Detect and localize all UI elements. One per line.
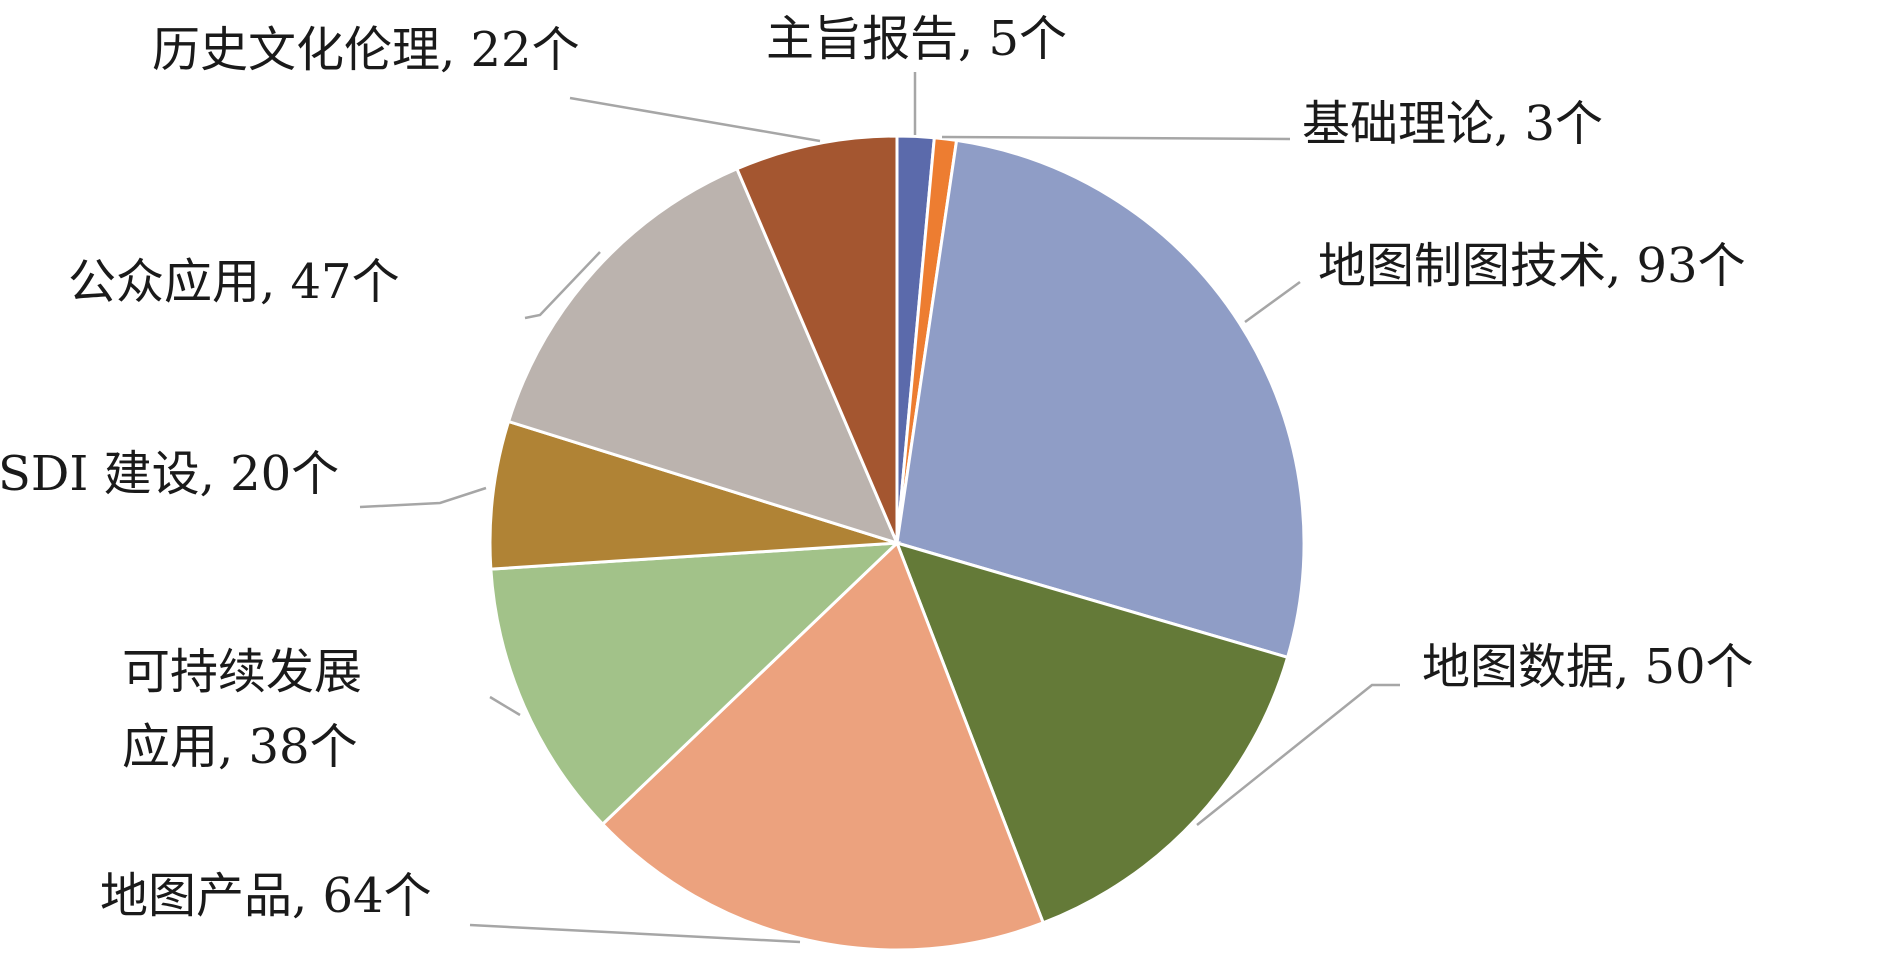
slice-label-line: 主旨报告, 5个 bbox=[766, 11, 1067, 67]
slice-label-line: 历史文化伦理, 22个 bbox=[152, 22, 580, 78]
pie-slice-7 bbox=[506, 166, 900, 546]
slice-label-1: 基础理论, 3个 bbox=[1302, 96, 1603, 152]
slice-label-0: 主旨报告, 5个 bbox=[766, 11, 1067, 67]
pie-slices bbox=[488, 134, 1306, 952]
pie-slice-4 bbox=[600, 540, 1046, 952]
slice-label-5: 可持续发展应用, 38个 bbox=[122, 644, 362, 775]
leader-line-5 bbox=[489, 695, 521, 717]
slice-label-6: SDI 建设, 20个 bbox=[0, 446, 339, 502]
slice-label-8: 历史文化伦理, 22个 bbox=[152, 22, 580, 78]
leader-lines bbox=[359, 72, 1400, 944]
slice-label-4: 地图产品, 64个 bbox=[100, 868, 432, 924]
slice-label-2: 地图制图技术, 93个 bbox=[1318, 238, 1746, 294]
slice-label-line: 地图制图技术, 93个 bbox=[1318, 238, 1746, 294]
leader-line-6 bbox=[359, 486, 487, 509]
slice-label-line: 应用, 38个 bbox=[122, 719, 358, 775]
slice-label-line: 地图数据, 50个 bbox=[1422, 639, 1754, 695]
leader-line-8 bbox=[569, 96, 821, 143]
pie-slice-2 bbox=[895, 138, 1306, 660]
slice-label-line: 可持续发展 bbox=[122, 644, 362, 700]
pie-slice-6 bbox=[488, 419, 898, 571]
leader-line-1 bbox=[941, 135, 1291, 141]
slice-label-line: SDI 建设, 20个 bbox=[0, 446, 339, 502]
slice-label-3: 地图数据, 50个 bbox=[1422, 639, 1754, 695]
pie-slice-3 bbox=[894, 540, 1290, 925]
leader-line-2 bbox=[1244, 280, 1301, 324]
slice-label-line: 地图产品, 64个 bbox=[100, 868, 432, 924]
leader-line-7 bbox=[524, 251, 601, 320]
slice-label-line: 公众应用, 47个 bbox=[68, 254, 400, 310]
leader-line-4 bbox=[469, 923, 801, 944]
slice-label-7: 公众应用, 47个 bbox=[68, 254, 400, 310]
leader-line-3 bbox=[1196, 683, 1400, 826]
slice-label-line: 基础理论, 3个 bbox=[1302, 96, 1603, 152]
pie-slice-5 bbox=[489, 541, 902, 827]
pie-slice-8 bbox=[734, 134, 899, 544]
